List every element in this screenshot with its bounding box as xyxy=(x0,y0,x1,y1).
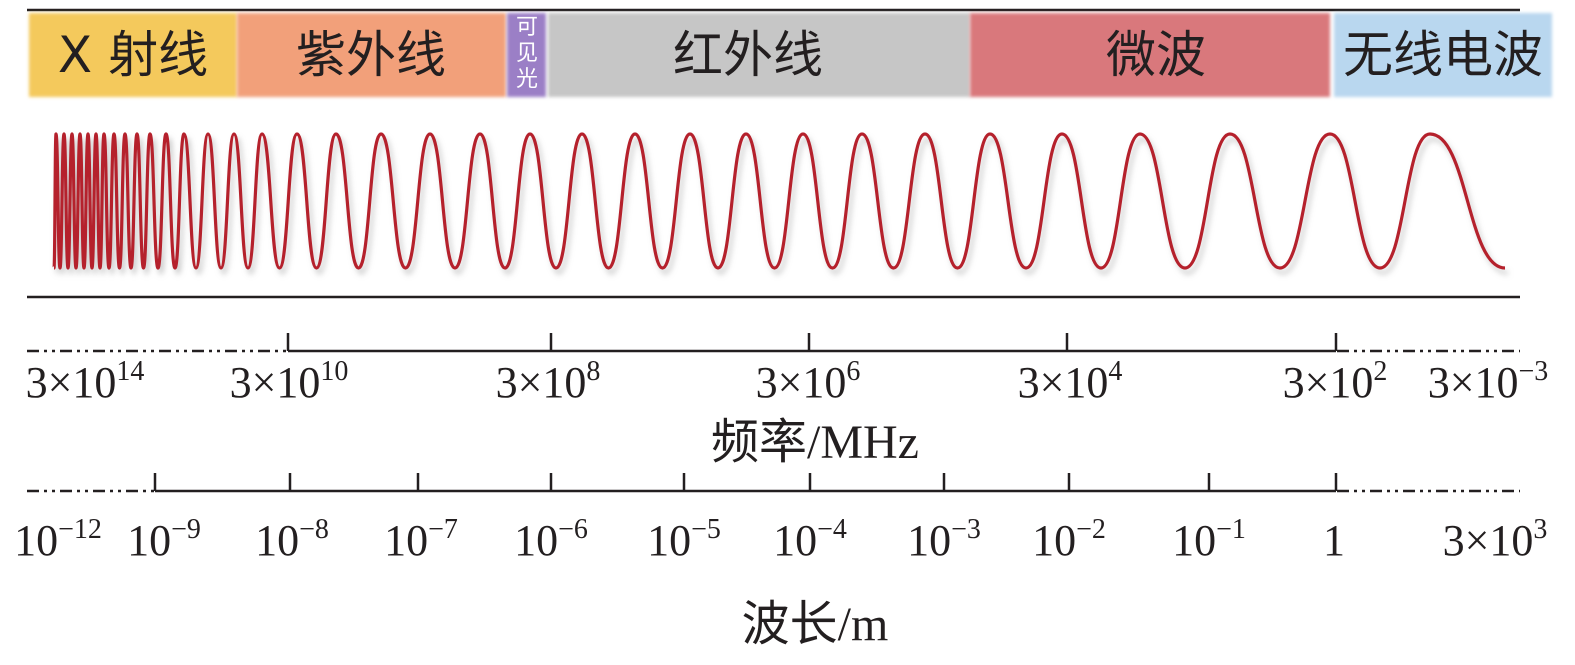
wave-line xyxy=(52,132,1506,270)
wave-shadow xyxy=(55,137,1509,275)
wavelength-tick-label: 10−2 xyxy=(1032,514,1106,565)
band-label-visible-char: 可 xyxy=(516,15,538,40)
frequency-tick-label: 3×108 xyxy=(496,356,601,407)
wavelength-tick-label: 10−12 xyxy=(14,514,102,565)
band-label-visible-char: 见 xyxy=(516,41,538,66)
band-labels: X 射线 紫外线 红外线 微波 无线电波 可见光 xyxy=(58,15,1543,92)
frequency-tick-label: 3×102 xyxy=(1283,356,1388,407)
wavelength-tick-label: 10−8 xyxy=(255,514,329,565)
frequency-axis-title: 频率/MHz xyxy=(711,416,919,469)
band-label-ir: 红外线 xyxy=(673,26,823,84)
band-label-uv: 紫外线 xyxy=(296,26,446,84)
wave-group xyxy=(52,132,1509,275)
wavelength-tick-label: 10−9 xyxy=(127,514,201,565)
band-label-microwave: 微波 xyxy=(1106,26,1206,84)
wavelength-tick-label: 10−6 xyxy=(514,514,588,565)
frequency-tick-label: 3×1014 xyxy=(26,356,145,407)
wavelength-axis-title: 波长/m xyxy=(742,598,889,651)
wavelength-tick-label: 10−7 xyxy=(384,514,458,565)
band-label-radio: 无线电波 xyxy=(1343,26,1543,84)
band-label-xray: X 射线 xyxy=(58,26,208,84)
frequency-tick-label: 3×10−3 xyxy=(1428,356,1549,407)
wavelength-tick-label: 10−4 xyxy=(773,514,847,565)
band-microwave xyxy=(970,13,1330,97)
frequency-tick-label: 3×104 xyxy=(1018,356,1123,407)
band-visible xyxy=(507,13,546,97)
wavelength-tick-label: 10−1 xyxy=(1172,514,1246,565)
band-xray xyxy=(29,13,237,97)
wavelength-tick-label: 10−3 xyxy=(907,514,981,565)
spectrum-bands xyxy=(29,13,1552,97)
frequency-axis: 3×1014 3×1010 3×108 3×106 3×104 3×102 3×10−3 频… xyxy=(26,333,1549,469)
band-label-visible: 可见光 xyxy=(516,15,538,92)
band-uv xyxy=(237,13,506,97)
frequency-tick-label: 3×1010 xyxy=(230,356,349,407)
band-radio xyxy=(1334,13,1552,97)
wavelength-axis: 10−12 10−9 10−8 10−7 10−6 10−5 10−4 10−3 10−2 10−… xyxy=(14,473,1547,651)
band-ir xyxy=(548,13,970,97)
frequency-tick-label: 3×106 xyxy=(756,356,861,407)
wavelength-tick-label: 1 xyxy=(1323,516,1345,565)
wavelength-tick-label: 3×103 xyxy=(1443,514,1548,565)
band-label-visible-char: 光 xyxy=(516,67,538,92)
wavelength-tick-label: 10−5 xyxy=(647,514,721,565)
